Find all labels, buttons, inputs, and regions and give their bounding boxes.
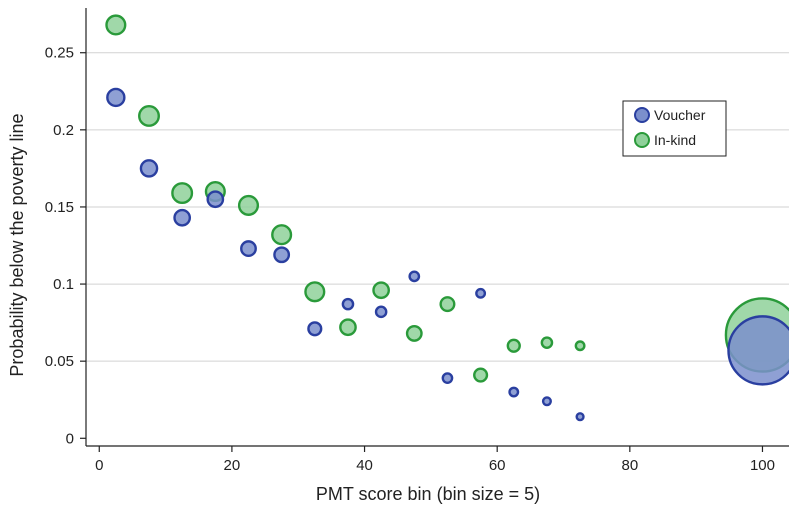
in-kind-point bbox=[574, 340, 586, 352]
y-tick-label: 0 bbox=[66, 430, 74, 447]
voucher-point bbox=[408, 270, 421, 283]
voucher-point bbox=[508, 386, 520, 398]
in-kind-point bbox=[339, 318, 357, 337]
voucher-point bbox=[727, 315, 789, 386]
axes bbox=[80, 8, 789, 452]
x-tick-label: 0 bbox=[95, 457, 103, 474]
voucher-point bbox=[374, 305, 388, 319]
voucher-point bbox=[541, 396, 552, 407]
in-kind-point bbox=[372, 281, 390, 300]
x-axis-title: PMT score bin (bin size = 5) bbox=[316, 484, 540, 504]
voucher-point bbox=[307, 321, 323, 337]
voucher-point bbox=[475, 287, 487, 299]
in-kind-point bbox=[405, 324, 423, 342]
y-tick-label: 0.25 bbox=[45, 45, 74, 62]
in-kind-point bbox=[237, 194, 260, 216]
in-kind-point bbox=[439, 296, 456, 313]
in-kind-point bbox=[138, 104, 160, 127]
y-axis-title: Probability below the poverty line bbox=[7, 113, 27, 376]
x-tick-label: 20 bbox=[224, 457, 241, 474]
voucher-point bbox=[441, 372, 454, 385]
legend-marker bbox=[634, 132, 650, 148]
legend: Voucher In-kind bbox=[622, 100, 727, 157]
legend-marker bbox=[634, 107, 650, 123]
voucher-point bbox=[341, 297, 355, 311]
voucher-point bbox=[575, 412, 585, 422]
legend-label: In-kind bbox=[654, 132, 696, 148]
y-tick-label: 0.05 bbox=[45, 353, 74, 370]
in-kind-point bbox=[105, 14, 127, 36]
voucher-point bbox=[206, 190, 225, 209]
x-tick-label: 80 bbox=[621, 457, 638, 474]
y-tick-label: 0.1 bbox=[53, 276, 74, 293]
data-points bbox=[105, 14, 789, 422]
voucher-point bbox=[139, 159, 159, 178]
gridlines bbox=[86, 52, 789, 362]
in-kind-point bbox=[506, 338, 521, 353]
in-kind-point bbox=[271, 224, 293, 246]
in-kind-point bbox=[540, 336, 554, 349]
x-tick-label: 40 bbox=[356, 457, 373, 474]
x-tick-label: 100 bbox=[750, 457, 775, 474]
voucher-point bbox=[240, 240, 257, 258]
voucher-point bbox=[106, 87, 126, 108]
y-tick-label: 0.2 bbox=[53, 122, 74, 139]
tick-labels: 0 0.05 0.1 0.15 0.2 0.25 0 20 40 60 80 100 bbox=[45, 45, 775, 474]
in-kind-point bbox=[473, 367, 489, 383]
in-kind-point bbox=[171, 182, 194, 205]
voucher-point bbox=[173, 208, 192, 227]
x-tick-label: 60 bbox=[489, 457, 506, 474]
in-kind-point bbox=[304, 281, 326, 303]
legend-label: Voucher bbox=[654, 107, 706, 123]
voucher-point bbox=[273, 246, 291, 264]
y-tick-label: 0.15 bbox=[45, 199, 74, 216]
